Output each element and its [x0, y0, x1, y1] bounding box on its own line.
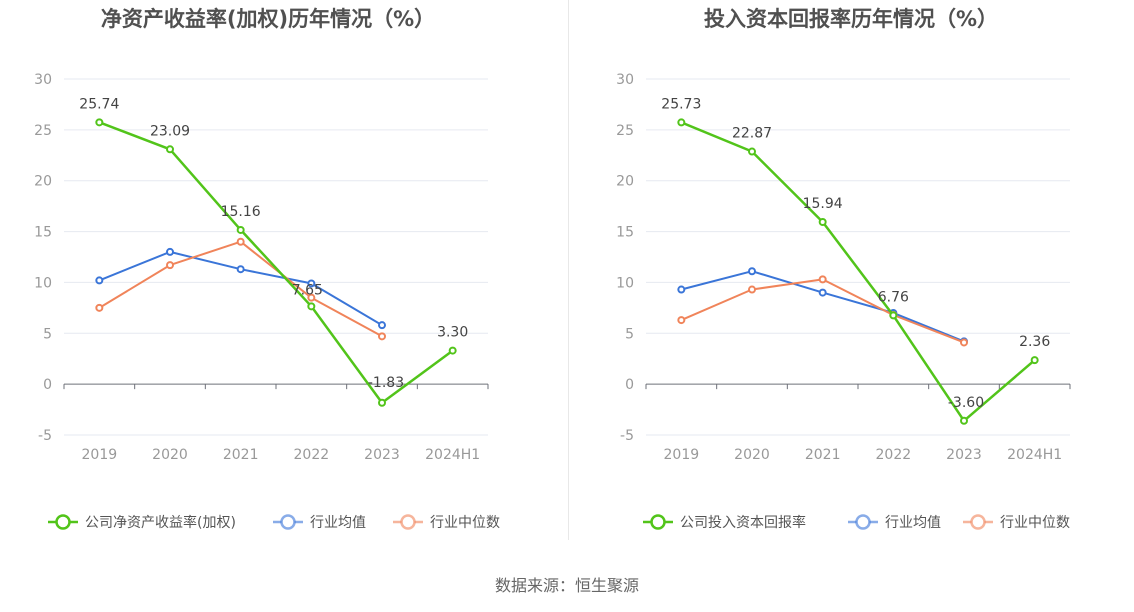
legend-marker [400, 514, 416, 530]
legend-label: 行业中位数 [430, 515, 500, 531]
legend-marker [55, 514, 71, 530]
series-line [98, 240, 383, 338]
chart-title: 净资产收益率(加权)历年情况（%） [101, 7, 435, 31]
x-tick-label: 2020 [734, 447, 770, 463]
data-label: -1.83 [368, 375, 404, 391]
legend-marker [970, 514, 986, 530]
data-point [889, 311, 898, 320]
x-tick-label: 2022 [876, 447, 912, 463]
data-point [960, 416, 968, 425]
y-tick-label: 20 [34, 174, 52, 190]
data-point [236, 237, 245, 246]
data-label: 25.74 [79, 96, 119, 112]
data-label: 15.94 [803, 196, 843, 212]
y-tick-label: 15 [34, 225, 52, 241]
y-tick-label: 5 [625, 326, 634, 342]
data-point [378, 321, 386, 330]
data-label: 25.73 [661, 96, 701, 112]
data-point [95, 118, 104, 127]
legend-label: 公司投入资本回报率 [680, 514, 806, 531]
y-tick-label: 5 [43, 326, 52, 342]
data-point [378, 398, 386, 407]
data-source: 数据来源：恒生聚源 [494, 576, 639, 595]
data-point [307, 279, 316, 288]
data-point [1030, 356, 1039, 365]
data-point [818, 275, 827, 284]
data-label: 3.30 [437, 325, 468, 341]
data-point [236, 265, 245, 274]
data-point [166, 247, 174, 256]
legend-item: 行业中位数 [963, 514, 1070, 531]
y-tick-label: 0 [43, 377, 52, 393]
x-tick-label: 2019 [664, 447, 700, 463]
data-point [960, 338, 968, 347]
data-point [378, 332, 386, 341]
data-label: 23.09 [150, 123, 190, 139]
y-tick-label: 10 [34, 275, 52, 291]
data-point [307, 293, 316, 302]
data-label: 2.36 [1019, 334, 1050, 350]
data-point [307, 302, 316, 311]
legend-item: 公司投入资本回报率 [643, 514, 806, 531]
legend-marker [855, 514, 871, 530]
x-tick-label: 2021 [223, 447, 259, 463]
y-tick-label: 30 [616, 72, 634, 88]
data-point [818, 218, 827, 227]
x-tick-label: 2024H1 [1007, 447, 1062, 463]
y-tick-label: -5 [38, 428, 52, 444]
data-point [748, 267, 756, 276]
y-tick-label: 25 [34, 123, 52, 139]
data-point [748, 147, 756, 156]
data-point [166, 261, 174, 270]
y-tick-label: 0 [625, 377, 634, 393]
data-point [95, 303, 104, 312]
y-tick-label: 30 [34, 72, 52, 88]
data-point [236, 225, 245, 234]
y-tick-label: 10 [616, 275, 634, 291]
series-line [680, 121, 1036, 423]
chart-title: 投入资本回报率历年情况（%） [704, 7, 998, 31]
x-tick-label: 2021 [805, 447, 841, 463]
y-tick-label: 25 [616, 123, 634, 139]
x-tick-label: 2023 [364, 447, 400, 463]
data-point [166, 145, 174, 154]
y-tick-label: -5 [620, 428, 634, 444]
data-point [677, 316, 686, 325]
legend-label: 行业均值 [885, 515, 941, 531]
series-line [98, 121, 454, 405]
chart-panel-2: 投入资本回报率历年情况（%） -5 0 5 10 15 20 25 30 2019 2020 2021… [616, 7, 1071, 531]
legend-item: 行业均值 [273, 514, 366, 531]
legend-marker [650, 514, 666, 530]
data-point [677, 118, 686, 127]
data-label: 22.87 [732, 126, 772, 142]
x-tick-label: 2022 [294, 447, 330, 463]
y-tick-label: 15 [616, 225, 634, 241]
data-label: -3.60 [948, 395, 984, 411]
data-point [95, 276, 104, 285]
panel-divider [568, 0, 569, 540]
data-point [677, 285, 686, 294]
data-label: 15.16 [221, 204, 261, 220]
x-tick-label: 2020 [152, 447, 188, 463]
data-label: 6.76 [878, 289, 909, 305]
legend-item: 公司净资产收益率(加权) [48, 514, 236, 531]
legend-item: 行业均值 [848, 514, 941, 531]
legend-label: 公司净资产收益率(加权) [85, 514, 236, 531]
x-tick-label: 2023 [946, 447, 982, 463]
data-point [748, 285, 756, 294]
x-tick-label: 2019 [82, 447, 118, 463]
legend-marker [280, 514, 296, 530]
y-tick-label: 20 [616, 174, 634, 190]
chart-panel-1: 净资产收益率(加权)历年情况（%） -5 0 5 10 15 20 25 30 2019 2020 2… [34, 7, 500, 531]
x-tick-label: 2024H1 [425, 447, 480, 463]
legend-item: 行业中位数 [393, 514, 500, 531]
data-point [448, 346, 457, 355]
data-point [818, 288, 827, 297]
data-label: 7.65 [292, 282, 323, 298]
legend-label: 行业中位数 [1000, 515, 1070, 531]
legend-label: 行业均值 [310, 515, 366, 531]
